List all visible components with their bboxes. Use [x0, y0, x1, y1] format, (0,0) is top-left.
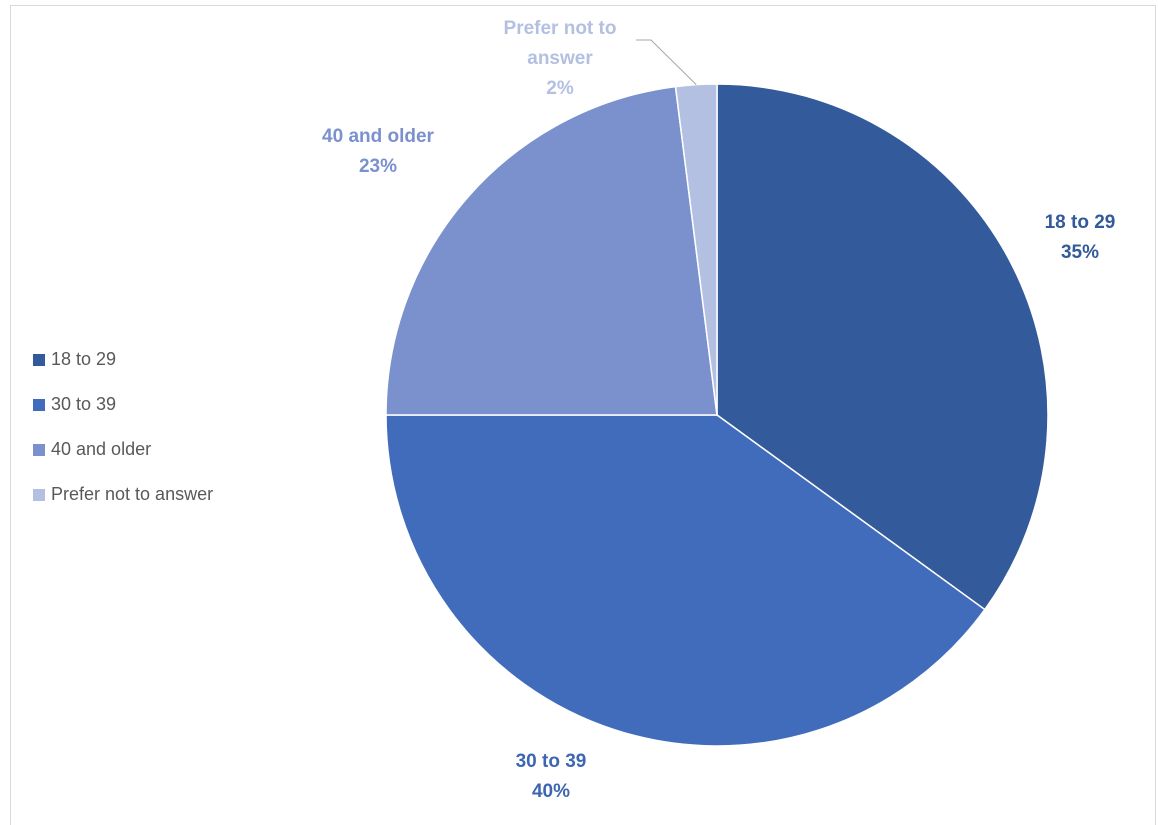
- chart-area: [10, 5, 1156, 825]
- pie-slice-30-to-39: [385, 414, 986, 747]
- data-label-percent: 35%: [1061, 242, 1099, 263]
- data-label-percent: 40%: [532, 781, 570, 802]
- legend-item-prefer-not-to-answer: Prefer not to answer: [33, 472, 213, 517]
- data-label-percent: 2%: [546, 78, 574, 99]
- data-label-name: Prefer not to: [504, 18, 617, 39]
- data-label-prefer-not-to-answer: Prefer not to answer 2%: [504, 18, 617, 99]
- data-label-percent: 23%: [359, 156, 397, 177]
- pie-slice-prefer-not-to-answer: [674, 83, 718, 416]
- legend-swatch: [33, 398, 45, 411]
- data-label-name: 30 to 39: [516, 751, 587, 772]
- legend-label: Prefer not to answer: [51, 484, 214, 504]
- data-label-30-to-39: 30 to 39 40%: [516, 751, 587, 802]
- data-label-name: answer: [527, 48, 593, 69]
- pie-slice-40-and-older: [385, 85, 718, 416]
- legend-item-40-and-older: 40 and older: [33, 427, 213, 472]
- legend-swatch: [33, 488, 45, 501]
- legend-label: 18 to 29: [51, 349, 117, 369]
- data-label-18-to-29: 18 to 29 35%: [1045, 212, 1116, 263]
- leader-line: [636, 39, 697, 86]
- legend-label: 30 to 39: [51, 394, 117, 414]
- legend-item-30-to-39: 30 to 39: [33, 382, 213, 427]
- data-label-40-and-older: 40 and older 23%: [322, 126, 435, 177]
- legend-swatch: [33, 353, 45, 366]
- pie-slice-18-to-29: [716, 83, 1049, 611]
- data-label-name: 18 to 29: [1045, 212, 1116, 233]
- data-label-name: 40 and older: [322, 126, 435, 147]
- legend-swatch: [33, 443, 45, 456]
- legend-label: 40 and older: [51, 439, 152, 459]
- legend: 18 to 29 30 to 39 40 and older Prefer no…: [33, 337, 213, 517]
- legend-item-18-to-29: 18 to 29: [33, 337, 213, 382]
